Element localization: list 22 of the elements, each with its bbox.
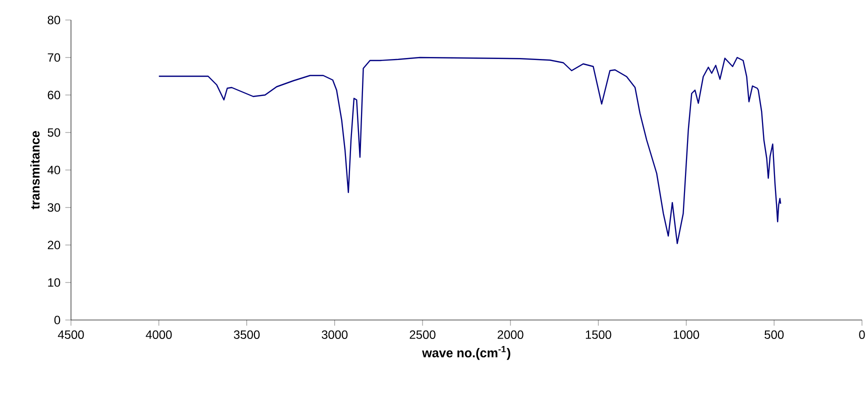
x-tick-label: 3500 [234, 330, 260, 339]
y-tick-label: 10 [48, 278, 60, 287]
y-tick-label: 70 [48, 53, 60, 62]
x-tick-label: 3000 [322, 330, 348, 339]
line-series [158, 56, 782, 244]
x-tick-label: 4000 [146, 330, 172, 339]
y-tick-label: 40 [48, 166, 60, 174]
y-tick-label: 30 [48, 203, 60, 212]
x-tick-label: 4500 [58, 330, 84, 339]
y-tick-label: 80 [48, 16, 60, 24]
x-tick-label: 1000 [674, 330, 700, 339]
y-tick-label: 50 [48, 128, 60, 137]
y-tick-label: 0 [54, 316, 60, 324]
x-axis-title: wave no.(cm$^{-1}$) [422, 346, 510, 360]
x-tick-label: 2500 [410, 330, 436, 339]
x-tick-label: 1500 [586, 330, 612, 339]
x-tick-label: 2000 [498, 330, 524, 339]
y-tick-label: 20 [48, 240, 60, 250]
y-tick-label: 60 [48, 90, 60, 100]
x-tick-label: 0 [859, 330, 865, 339]
x-tick-label: 500 [764, 330, 784, 339]
y-axis-title: transmitance [30, 131, 40, 210]
